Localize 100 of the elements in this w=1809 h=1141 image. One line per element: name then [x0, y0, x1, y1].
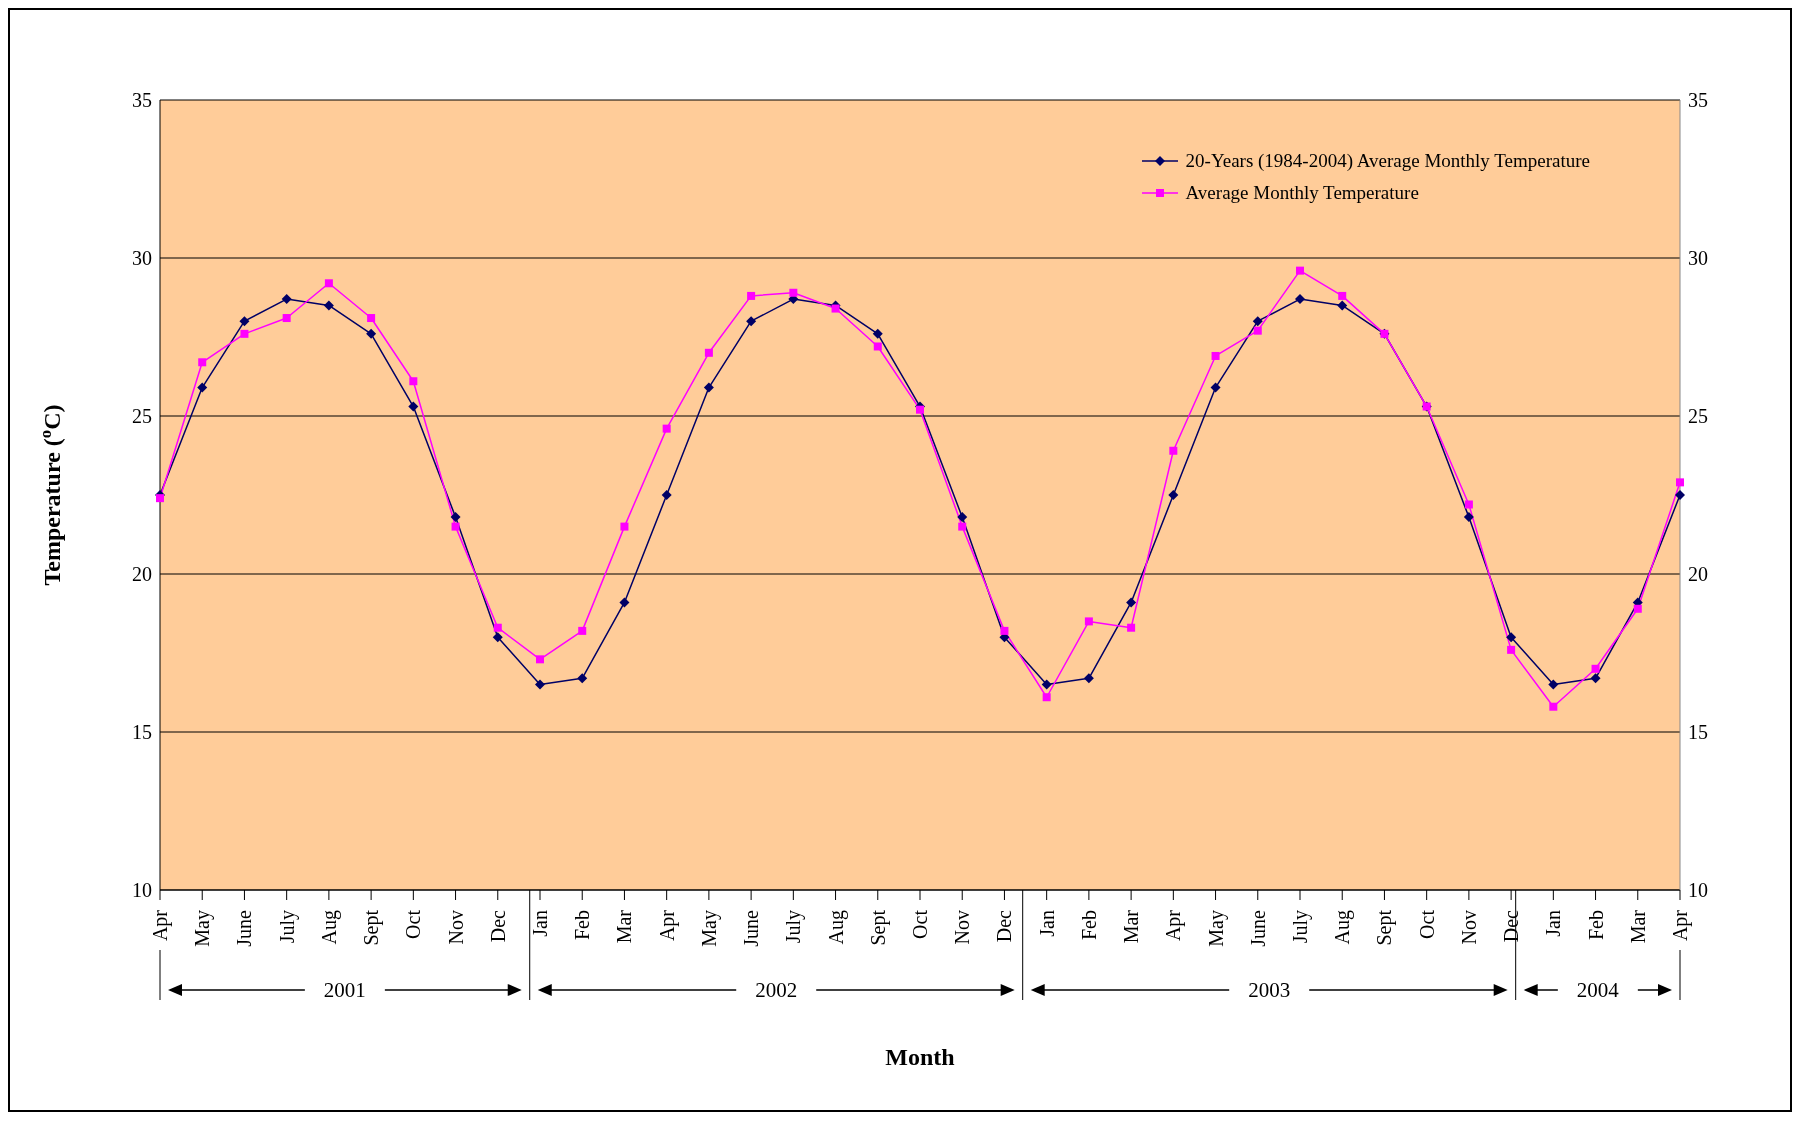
point — [450, 512, 461, 523]
x-tick-label: June — [233, 909, 256, 947]
point — [408, 401, 419, 412]
x-tick-label: Nov — [951, 910, 974, 945]
x-tick-label: Oct — [1415, 909, 1438, 939]
x-tick-label: Apr — [149, 909, 172, 942]
y-tick-label: 20 — [132, 563, 152, 586]
x-tick-label: Jan — [1035, 910, 1058, 937]
point — [409, 377, 418, 386]
x-tick-label: July — [782, 910, 806, 944]
point — [1041, 679, 1052, 690]
x-tick-label: May — [191, 910, 215, 947]
x-tick-label: Mar — [1120, 909, 1143, 944]
point — [240, 329, 249, 338]
x-tick-label: Oct — [402, 909, 425, 939]
x-tick-label: Mar — [1626, 909, 1649, 944]
x-tick-label: May — [697, 910, 721, 947]
point — [1042, 693, 1051, 702]
x-tick-label: July — [1289, 910, 1312, 944]
point — [324, 279, 333, 288]
point — [198, 358, 207, 367]
point — [872, 328, 883, 339]
x-tick-label: July — [275, 910, 299, 944]
legend-label: Average Monthly Temperature — [1185, 182, 1419, 204]
point — [1337, 300, 1348, 311]
x-tick-label: Dec — [993, 909, 1016, 943]
y-tick-label: 25 — [132, 405, 152, 428]
x-tick-label: Sept — [866, 909, 890, 946]
x-tick-label: Apr — [1669, 909, 1692, 942]
point — [916, 405, 924, 414]
point — [747, 291, 756, 300]
x-tick-label: Apr — [655, 909, 679, 942]
point — [746, 316, 757, 327]
x-tick-label: Jan — [1542, 910, 1565, 937]
point — [1591, 664, 1600, 673]
x-tick-label: May — [1204, 910, 1228, 947]
x-tick-label: Aug — [317, 910, 341, 945]
x-tick-label: Dec — [1500, 909, 1523, 943]
point — [282, 314, 291, 323]
point — [620, 522, 629, 531]
x-tick-label: Nov — [444, 910, 467, 945]
point — [197, 382, 208, 393]
x-tick-label: Aug — [824, 910, 848, 945]
point — [1464, 500, 1473, 509]
y-tick-label: 35 — [132, 89, 152, 112]
point — [1506, 632, 1517, 643]
x-tick-label: Jan — [529, 910, 551, 937]
point — [1253, 326, 1262, 335]
point — [957, 512, 968, 523]
x-tick-label: Sept — [360, 909, 384, 946]
x-tick-label: Feb — [1077, 910, 1100, 940]
point — [1338, 291, 1347, 300]
point — [1463, 512, 1474, 523]
point — [1633, 604, 1642, 613]
point — [577, 673, 588, 684]
point — [1252, 316, 1263, 327]
point — [789, 288, 798, 297]
point — [831, 304, 840, 313]
point — [1590, 673, 1601, 684]
point — [366, 328, 377, 339]
point — [1296, 266, 1304, 275]
y2-tick-label: 20 — [1688, 563, 1708, 586]
point — [704, 348, 713, 357]
y-tick-label: 30 — [132, 247, 152, 270]
point — [1676, 478, 1684, 487]
point — [1210, 382, 1221, 393]
y-tick-label: 15 — [132, 721, 152, 744]
y2-tick-label: 30 — [1688, 247, 1708, 270]
point — [156, 494, 164, 503]
point — [536, 655, 544, 664]
x-tick-label: June — [1246, 909, 1269, 947]
point — [958, 522, 967, 531]
x-tick-label: Apr — [1162, 909, 1186, 942]
x-tick-label: Dec — [486, 909, 509, 943]
y2-tick-label: 25 — [1688, 405, 1708, 428]
point — [1507, 645, 1516, 654]
point — [1295, 294, 1305, 305]
point — [1548, 679, 1559, 690]
point — [451, 522, 460, 531]
point — [661, 490, 672, 500]
point — [1549, 702, 1558, 711]
x-tick-label: Feb — [1584, 910, 1607, 940]
x-tick-label: Feb — [571, 910, 594, 940]
y2-tick-label: 35 — [1688, 89, 1708, 112]
point — [1168, 490, 1179, 500]
x-tick-label: Aug — [1331, 910, 1355, 945]
point — [367, 314, 376, 323]
point — [662, 424, 671, 433]
x-tick-label: Sept — [1373, 909, 1397, 946]
x-tick-label: Nov — [1457, 910, 1480, 945]
point — [1084, 617, 1093, 626]
point — [1126, 597, 1137, 608]
point — [703, 382, 714, 393]
point — [619, 597, 630, 608]
y2-tick-label: 10 — [1688, 879, 1708, 902]
y2-tick-label: 15 — [1688, 721, 1708, 744]
point — [323, 300, 334, 311]
point — [1211, 351, 1220, 360]
point — [535, 679, 545, 690]
x-tick-label: Mar — [613, 909, 636, 944]
